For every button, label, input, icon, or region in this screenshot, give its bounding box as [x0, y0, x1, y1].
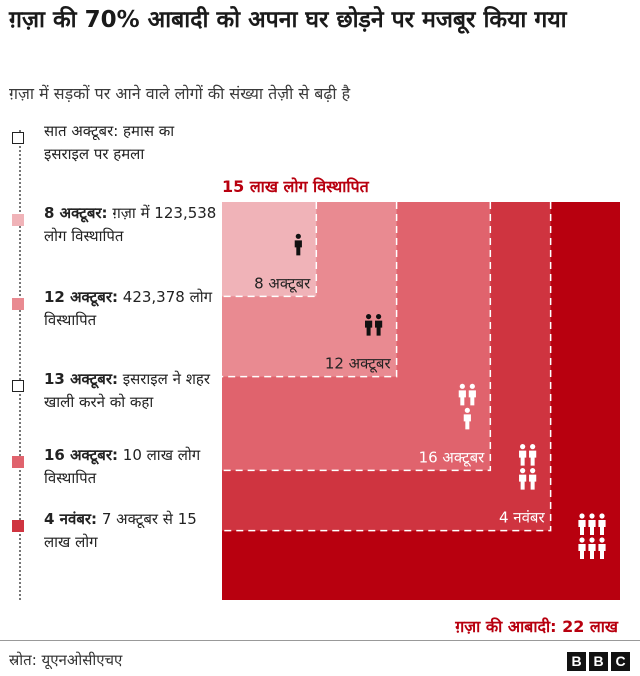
area-label: 8 अक्टूबर: [254, 274, 311, 293]
timeline: सात अक्टूबर: हमास का इसराइल पर हमला 8 अक…: [10, 120, 220, 600]
chart-title: ग़ज़ा की 70% आबादी को अपना घर छोड़ने पर …: [9, 7, 567, 33]
person-icon: [588, 513, 596, 535]
displacement-chart: 15 लाख लोग विस्थापित 8 अक्टूबर 12 अक्टूबर…: [222, 177, 620, 636]
timeline-text: 16 अक्टूबर: 10 लाख लोग विस्थापित: [44, 446, 201, 487]
timeline-line: [19, 130, 21, 600]
timeline-marker: [12, 380, 24, 392]
bbc-logo-letter: C: [611, 652, 630, 671]
timeline-text: सात अक्टूबर: हमास का इसराइल पर हमला: [44, 122, 175, 163]
person-icon: [519, 468, 527, 490]
timeline-marker: [12, 520, 24, 532]
area-square-outline: [222, 202, 398, 378]
person-icon: [463, 407, 471, 430]
area-label: 16 अक्टूबर: [419, 448, 486, 467]
area-square: [222, 202, 317, 297]
area-label: 4 नवंबर: [499, 509, 546, 527]
timeline-text: 4 नवंबर: 7 अक्टूबर से 15 लाख लोग: [44, 510, 197, 551]
population-total-label: ग़ज़ा की आबादी: 22 लाख: [454, 617, 619, 636]
chart-subtitle: ग़ज़ा में सड़कों पर आने वाले लोगों की सं…: [9, 84, 351, 103]
person-icon: [374, 313, 383, 336]
area-label: 12 अक्टूबर: [325, 355, 392, 374]
footer-divider: [0, 640, 640, 641]
person-icon: [529, 444, 537, 466]
timeline-marker: [12, 456, 24, 468]
timeline-text: 12 अक्टूबर: 423,378 लोग विस्थापित: [44, 288, 213, 329]
person-icon: [578, 513, 586, 535]
area-square-outline: [222, 202, 318, 298]
person-icon: [588, 537, 596, 559]
timeline-text: 8 अक्टूबर: ग़ज़ा में 123,538 लोग विस्थाप…: [44, 204, 217, 245]
person-icon: [598, 513, 606, 535]
person-icon: [578, 537, 586, 559]
area-square-outline: [222, 202, 552, 532]
person-icon: [468, 383, 476, 406]
person-icon: [529, 468, 537, 490]
bbc-logo: B B C: [567, 652, 630, 671]
person-icon: [294, 233, 302, 256]
person-icon: [598, 537, 606, 559]
source-note: स्रोत: यूएनओसीएचए: [9, 651, 123, 669]
area-square-outline: [222, 202, 492, 472]
person-icon: [519, 444, 527, 466]
timeline-marker: [12, 214, 24, 226]
person-icon: [364, 313, 373, 336]
bbc-logo-letter: B: [589, 652, 608, 671]
timeline-marker: [12, 132, 24, 144]
chart-heading: 15 लाख लोग विस्थापित: [222, 177, 370, 196]
person-icon: [458, 383, 466, 406]
timeline-text: 13 अक्टूबर: इसराइल ने शहर खाली करने को क…: [44, 370, 211, 411]
timeline-marker: [12, 298, 24, 310]
bbc-logo-letter: B: [567, 652, 586, 671]
